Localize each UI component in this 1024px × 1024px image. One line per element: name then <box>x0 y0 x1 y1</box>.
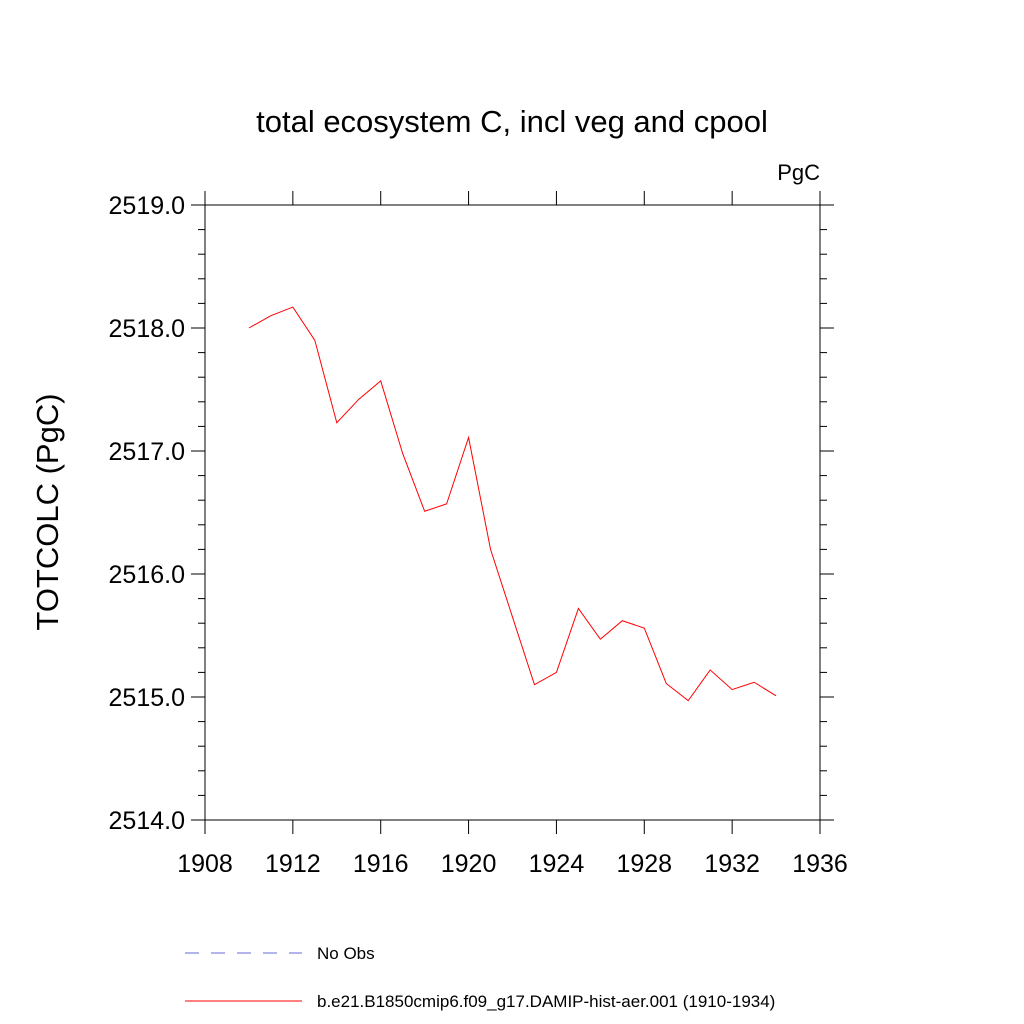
y-tick-label: 2516.0 <box>109 561 185 589</box>
x-tick-label: 1908 <box>177 850 233 878</box>
legend-label: No Obs <box>317 944 375 963</box>
x-tick-label: 1936 <box>792 850 848 878</box>
plot-frame <box>204 204 821 821</box>
x-tick-label: 1928 <box>616 850 672 878</box>
y-tick-label: 2515.0 <box>109 684 185 712</box>
x-tick-label: 1932 <box>704 850 760 878</box>
ticks-layer <box>191 191 834 834</box>
x-tick-label: 1912 <box>265 850 321 878</box>
y-tick-label: 2518.0 <box>109 315 185 343</box>
x-tick-label: 1916 <box>353 850 409 878</box>
x-tick-label: 1924 <box>529 850 585 878</box>
chart-title: total ecosystem C, incl veg and cpool <box>256 104 768 139</box>
series-line <box>248 306 777 702</box>
y-tick-label: 2519.0 <box>109 192 185 220</box>
legend-label: b.e21.B1850cmip6.f09_g17.DAMIP-hist-aer.… <box>317 992 775 1011</box>
y-tick-label: 2517.0 <box>109 438 185 466</box>
legend: No Obs b.e21.B1850cmip6.f09_g17.DAMIP-his… <box>185 944 775 1011</box>
series-layer <box>248 306 777 702</box>
y-axis-title: TOTCOLC (PgC) <box>30 393 65 630</box>
y-tick-label: 2514.0 <box>109 807 185 835</box>
x-tick-label: 1920 <box>441 850 497 878</box>
units-label: PgC <box>777 160 820 185</box>
tick-labels-layer: 1908 1912 1916 1920 1924 1928 1932 1936 2514.0 25… <box>109 192 848 878</box>
